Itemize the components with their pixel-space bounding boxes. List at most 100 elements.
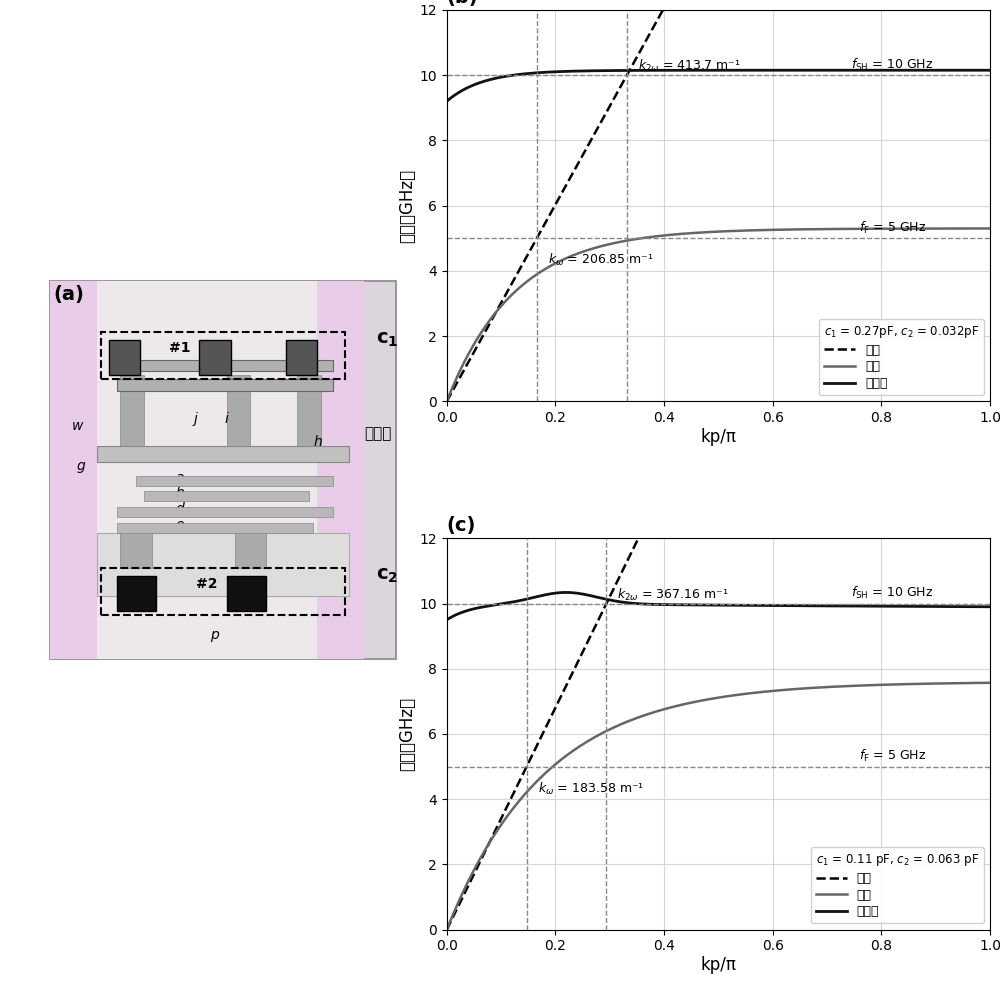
Text: h: h bbox=[313, 435, 322, 449]
基模 bbox=[971, 677, 983, 689]
Y-axis label: 频率（GHz）: 频率（GHz） bbox=[399, 697, 417, 771]
Text: w: w bbox=[72, 419, 83, 433]
光线 bbox=[441, 396, 453, 407]
光线 bbox=[447, 384, 459, 396]
Legend: 光线, 基模, 高阶模: 光线, 基模, 高阶模 bbox=[811, 848, 984, 924]
Bar bbox=[117, 523, 313, 533]
Bar bbox=[109, 340, 140, 376]
光线 bbox=[602, 104, 614, 116]
高阶模 bbox=[700, 599, 712, 611]
高阶模 bbox=[703, 599, 715, 611]
Text: d: d bbox=[175, 502, 184, 516]
Bar bbox=[117, 380, 333, 391]
Text: $f_{\rm SH}$ = 10 GHz: $f_{\rm SH}$ = 10 GHz bbox=[851, 584, 933, 601]
光线 bbox=[577, 646, 589, 658]
Y-axis label: 频率（GHz）: 频率（GHz） bbox=[399, 168, 417, 242]
Line: 基模: 基模 bbox=[447, 682, 990, 930]
Text: $\mathbf{c_1}$: $\mathbf{c_1}$ bbox=[376, 330, 399, 349]
Line: 高阶模: 高阶模 bbox=[447, 70, 990, 101]
高阶模 bbox=[441, 614, 453, 626]
Bar bbox=[317, 281, 364, 659]
Text: #2: #2 bbox=[196, 577, 218, 590]
基模 bbox=[735, 225, 747, 236]
Text: $\mathbf{c_2}$: $\mathbf{c_2}$ bbox=[376, 567, 398, 585]
Bar bbox=[50, 281, 97, 659]
Text: (b): (b) bbox=[447, 0, 478, 7]
Text: #1: #1 bbox=[169, 341, 190, 355]
Text: e: e bbox=[175, 518, 184, 532]
基模 bbox=[984, 223, 996, 234]
高阶模 bbox=[765, 599, 777, 611]
Text: 变容管: 变容管 bbox=[364, 426, 392, 441]
高阶模 bbox=[886, 64, 898, 76]
光线 bbox=[472, 859, 484, 871]
Bar bbox=[227, 376, 250, 450]
Text: (a): (a) bbox=[54, 285, 84, 304]
高阶模 bbox=[764, 64, 776, 76]
基模 bbox=[764, 685, 776, 697]
高阶模 bbox=[702, 64, 714, 76]
基模 bbox=[886, 223, 898, 234]
高阶模 bbox=[984, 64, 996, 76]
光线 bbox=[483, 837, 495, 849]
Bar bbox=[199, 340, 231, 376]
Bar bbox=[50, 281, 396, 659]
Text: $f_{\rm F}$ = 5 GHz: $f_{\rm F}$ = 5 GHz bbox=[859, 220, 926, 235]
Bar bbox=[286, 340, 317, 376]
Text: b: b bbox=[175, 487, 184, 500]
光线 bbox=[525, 753, 537, 764]
Text: g: g bbox=[77, 459, 86, 473]
Bar bbox=[117, 360, 333, 372]
Bar bbox=[101, 332, 345, 380]
Bar bbox=[117, 576, 156, 611]
基模 bbox=[699, 694, 711, 706]
Bar bbox=[101, 568, 345, 615]
Text: $k_{\omega}$ = 206.85 m⁻¹: $k_{\omega}$ = 206.85 m⁻¹ bbox=[548, 252, 654, 268]
Text: a: a bbox=[175, 471, 184, 485]
Bar bbox=[120, 529, 152, 568]
Bar bbox=[227, 576, 266, 611]
Text: i: i bbox=[225, 411, 229, 425]
X-axis label: kp/π: kp/π bbox=[700, 428, 736, 446]
高阶模 bbox=[559, 586, 571, 598]
Bar bbox=[297, 376, 321, 450]
Text: $k_{2\omega}$ = 413.7 m⁻¹: $k_{2\omega}$ = 413.7 m⁻¹ bbox=[638, 58, 741, 74]
Legend: 光线, 基模, 高阶模: 光线, 基模, 高阶模 bbox=[819, 318, 984, 395]
Line: 高阶模: 高阶模 bbox=[447, 592, 990, 620]
高阶模 bbox=[735, 64, 747, 76]
Bar bbox=[235, 529, 266, 568]
高阶模 bbox=[984, 601, 996, 613]
基模 bbox=[441, 396, 453, 407]
基模 bbox=[702, 226, 714, 238]
高阶模 bbox=[972, 600, 984, 612]
Bar bbox=[97, 446, 349, 462]
基模 bbox=[971, 223, 983, 234]
基模 bbox=[886, 678, 898, 690]
基模 bbox=[699, 226, 711, 238]
Bar bbox=[144, 492, 309, 501]
光线 bbox=[484, 835, 496, 847]
光线 bbox=[596, 114, 608, 126]
X-axis label: kp/π: kp/π bbox=[700, 956, 736, 974]
光线 bbox=[521, 249, 533, 261]
Text: p: p bbox=[211, 628, 219, 642]
光线 bbox=[489, 309, 501, 320]
基模 bbox=[702, 693, 714, 705]
Bar bbox=[117, 507, 333, 517]
Bar bbox=[97, 533, 349, 595]
基模 bbox=[441, 924, 453, 936]
Text: $k_{2\omega}$ = 367.16 m⁻¹: $k_{2\omega}$ = 367.16 m⁻¹ bbox=[617, 586, 729, 602]
高阶模 bbox=[441, 95, 453, 107]
Line: 光线: 光线 bbox=[447, 520, 647, 930]
Bar bbox=[97, 281, 317, 659]
Bar bbox=[120, 376, 144, 450]
基模 bbox=[735, 688, 747, 700]
基模 bbox=[764, 224, 776, 235]
Line: 基模: 基模 bbox=[447, 228, 990, 402]
高阶模 bbox=[736, 599, 748, 611]
光线 bbox=[641, 514, 653, 526]
高阶模 bbox=[971, 64, 983, 76]
Text: (c): (c) bbox=[447, 516, 476, 535]
高阶模 bbox=[699, 64, 711, 76]
Text: $k_{\omega}$ = 183.58 m⁻¹: $k_{\omega}$ = 183.58 m⁻¹ bbox=[538, 780, 644, 797]
